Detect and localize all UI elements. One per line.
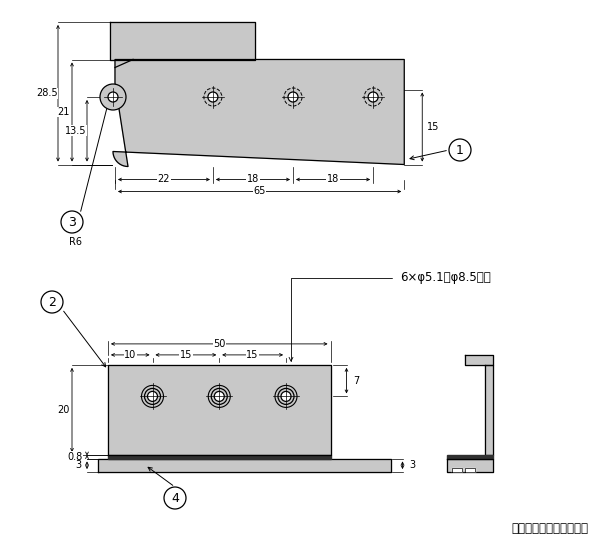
Text: 4: 4 <box>171 492 179 505</box>
Text: 2: 2 <box>48 295 56 308</box>
Text: 15: 15 <box>427 122 439 132</box>
Text: R6: R6 <box>68 237 82 247</box>
Circle shape <box>164 487 186 509</box>
Polygon shape <box>447 455 493 459</box>
Polygon shape <box>108 365 331 455</box>
Circle shape <box>278 388 294 405</box>
Circle shape <box>449 139 471 161</box>
Circle shape <box>281 391 291 401</box>
Text: 22: 22 <box>158 175 170 184</box>
Polygon shape <box>110 22 254 60</box>
Polygon shape <box>465 468 475 472</box>
Circle shape <box>208 92 218 102</box>
Polygon shape <box>465 355 493 365</box>
Circle shape <box>288 92 298 102</box>
Text: 21: 21 <box>57 107 69 117</box>
Circle shape <box>108 92 118 102</box>
Text: 3: 3 <box>75 460 81 470</box>
Text: 3: 3 <box>68 215 76 228</box>
Polygon shape <box>108 455 331 459</box>
Text: 10: 10 <box>124 350 136 360</box>
Circle shape <box>211 388 227 405</box>
Text: 20: 20 <box>57 405 69 415</box>
Text: 1: 1 <box>456 143 464 156</box>
Text: 3: 3 <box>409 460 416 470</box>
Circle shape <box>145 388 161 405</box>
Polygon shape <box>485 365 493 455</box>
Polygon shape <box>113 60 404 167</box>
Text: 65: 65 <box>253 187 266 196</box>
Circle shape <box>214 391 224 401</box>
Text: 18: 18 <box>327 175 339 184</box>
Text: 15: 15 <box>247 350 259 360</box>
Circle shape <box>41 291 63 313</box>
Text: 28.5: 28.5 <box>36 88 58 98</box>
Text: 13.5: 13.5 <box>65 126 87 136</box>
Circle shape <box>100 84 126 110</box>
Circle shape <box>368 92 378 102</box>
Polygon shape <box>452 468 462 472</box>
Text: 15: 15 <box>179 350 192 360</box>
Polygon shape <box>447 459 493 472</box>
Text: 7: 7 <box>353 375 359 386</box>
Text: 本図は左用を示します。: 本図は左用を示します。 <box>511 522 588 535</box>
Text: 50: 50 <box>213 339 226 349</box>
Circle shape <box>148 391 157 401</box>
Polygon shape <box>98 459 391 472</box>
Text: 0.8: 0.8 <box>67 452 83 461</box>
Circle shape <box>61 211 83 233</box>
Text: 18: 18 <box>247 175 259 184</box>
Text: 6×φ5.1穴φ8.5タイ: 6×φ5.1穴φ8.5タイ <box>400 272 491 285</box>
